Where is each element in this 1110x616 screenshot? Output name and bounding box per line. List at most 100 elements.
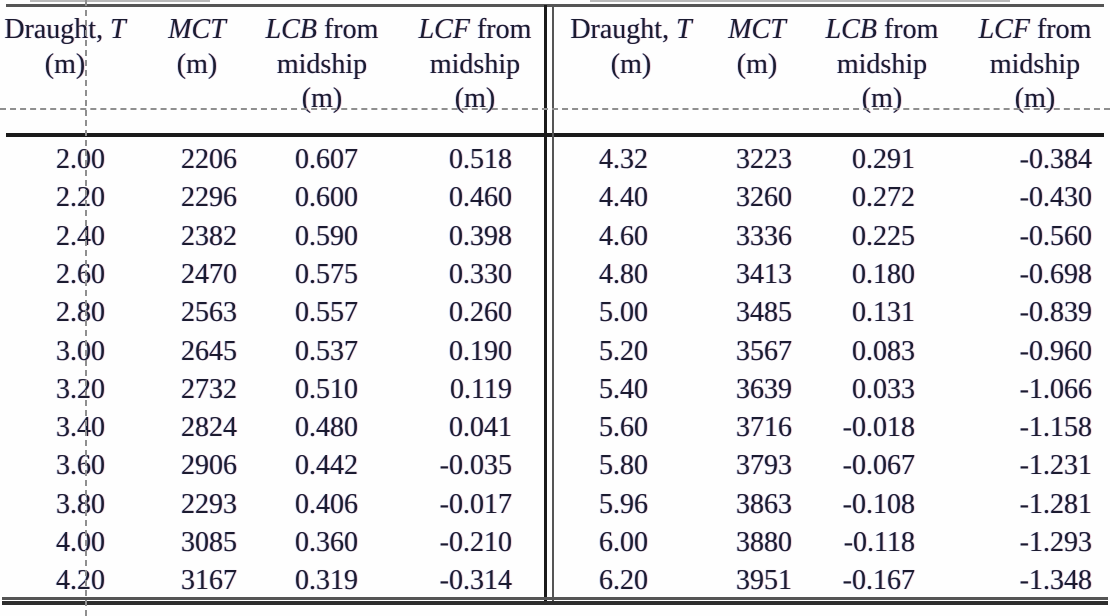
table-cell: -0.560 <box>1019 221 1092 252</box>
table-cell: 0.537 <box>295 336 358 367</box>
column-header: (m) <box>454 83 496 114</box>
table-cell: 2382 <box>181 221 237 252</box>
table-cell: 3880 <box>736 527 792 558</box>
dashed-guide-vertical <box>85 0 87 616</box>
table-cell: 0.442 <box>295 450 358 481</box>
table-cell: 2906 <box>181 450 237 481</box>
table-cell: 0.291 <box>852 144 915 175</box>
table-cell: 4.32 <box>599 144 648 175</box>
table-cell: 2732 <box>181 374 237 405</box>
table-cell: 0.180 <box>852 259 915 290</box>
table-cell: 3.40 <box>56 412 105 443</box>
column-header: Draught, T <box>570 14 692 45</box>
dashed-guide-horizontal <box>0 108 1110 110</box>
column-header: LCF from <box>978 14 1092 45</box>
column-header: midship <box>429 49 521 80</box>
table-cell: 0.083 <box>852 336 915 367</box>
table-top-border <box>6 4 1104 7</box>
table-cell: 2563 <box>181 297 237 328</box>
table-cell: 3260 <box>736 182 792 213</box>
column-header: (m) <box>44 49 86 80</box>
table-cell: -0.118 <box>843 527 915 558</box>
table-cell: 0.607 <box>295 144 358 175</box>
column-header: midship <box>836 49 928 80</box>
column-header: (m) <box>610 49 652 80</box>
table-cell: -0.017 <box>439 489 512 520</box>
table-cell: 5.96 <box>599 489 648 520</box>
column-header: midship <box>989 49 1081 80</box>
scan-noise <box>30 0 210 2</box>
column-header: MCT <box>728 14 786 45</box>
table-cell: 0.575 <box>295 259 358 290</box>
table-cell: -1.231 <box>1019 450 1092 481</box>
table-cell: 2.60 <box>56 259 105 290</box>
table-cell: 3639 <box>736 374 792 405</box>
table-cell: 3.80 <box>56 489 105 520</box>
table-cell: -1.281 <box>1019 489 1092 520</box>
table-cell: 0.272 <box>852 182 915 213</box>
table-cell: 4.80 <box>599 259 648 290</box>
table-cell: -0.698 <box>1019 259 1092 290</box>
table-cell: 3223 <box>736 144 792 175</box>
table-cell: 0.480 <box>295 412 358 443</box>
table-cell: -0.839 <box>1019 297 1092 328</box>
table-cell: 0.510 <box>295 374 358 405</box>
table-cell: 2.80 <box>56 297 105 328</box>
column-header: LCB from <box>265 14 379 45</box>
column-header: (m) <box>176 49 218 80</box>
center-divider-line-left <box>544 5 547 605</box>
table-cell: 5.60 <box>599 412 648 443</box>
column-header: (m) <box>301 83 343 114</box>
table-cell: -0.018 <box>842 412 915 443</box>
table-cell: 5.00 <box>599 297 648 328</box>
table-cell: -1.293 <box>1019 527 1092 558</box>
table-cell: 4.00 <box>56 527 105 558</box>
table-cell: 3167 <box>181 565 237 596</box>
table-cell: 4.40 <box>599 182 648 213</box>
table-cell: 0.330 <box>449 259 512 290</box>
table-cell: 0.190 <box>449 336 512 367</box>
column-header: LCF from <box>418 14 532 45</box>
table-cell: -0.384 <box>1019 144 1092 175</box>
table-cell: 3.20 <box>56 374 105 405</box>
table-cell: 0.406 <box>295 489 358 520</box>
table-cell: 5.80 <box>599 450 648 481</box>
bottom-border-lower <box>2 601 1108 605</box>
column-header: midship <box>276 49 368 80</box>
table-cell: 6.00 <box>599 527 648 558</box>
table-cell: 2296 <box>181 182 237 213</box>
table-cell: 0.600 <box>295 182 358 213</box>
table-cell: 0.033 <box>852 374 915 405</box>
table-cell: -1.348 <box>1019 565 1092 596</box>
table-cell: 2206 <box>181 144 237 175</box>
table-cell: 6.20 <box>599 565 648 596</box>
table-cell: 0.131 <box>852 297 915 328</box>
table-cell: 3085 <box>181 527 237 558</box>
column-header: MCT <box>168 14 226 45</box>
table-cell: 2824 <box>181 412 237 443</box>
table-cell: 0.119 <box>450 374 512 405</box>
center-divider-line-right <box>552 5 554 605</box>
table-cell: 3793 <box>736 450 792 481</box>
table-cell: 0.319 <box>295 565 358 596</box>
table-cell: 0.460 <box>449 182 512 213</box>
table-cell: 0.041 <box>449 412 512 443</box>
column-header: LCB from <box>825 14 939 45</box>
table-cell: 0.225 <box>852 221 915 252</box>
table-cell: 0.360 <box>295 527 358 558</box>
table-cell: 0.557 <box>295 297 358 328</box>
table-cell: 2.20 <box>56 182 105 213</box>
table-cell: 4.60 <box>599 221 648 252</box>
table-cell: -0.167 <box>842 565 915 596</box>
table-cell: 3336 <box>736 221 792 252</box>
table-cell: 3.60 <box>56 450 105 481</box>
table-cell: -1.066 <box>1019 374 1092 405</box>
table-cell: 5.40 <box>599 374 648 405</box>
table-cell: 3716 <box>736 412 792 443</box>
table-cell: -0.430 <box>1019 182 1092 213</box>
table-cell: 3413 <box>736 259 792 290</box>
table-cell: -0.108 <box>842 489 915 520</box>
table-cell: 5.20 <box>599 336 648 367</box>
table-cell: 0.398 <box>449 221 512 252</box>
column-header: (m) <box>1014 83 1056 114</box>
